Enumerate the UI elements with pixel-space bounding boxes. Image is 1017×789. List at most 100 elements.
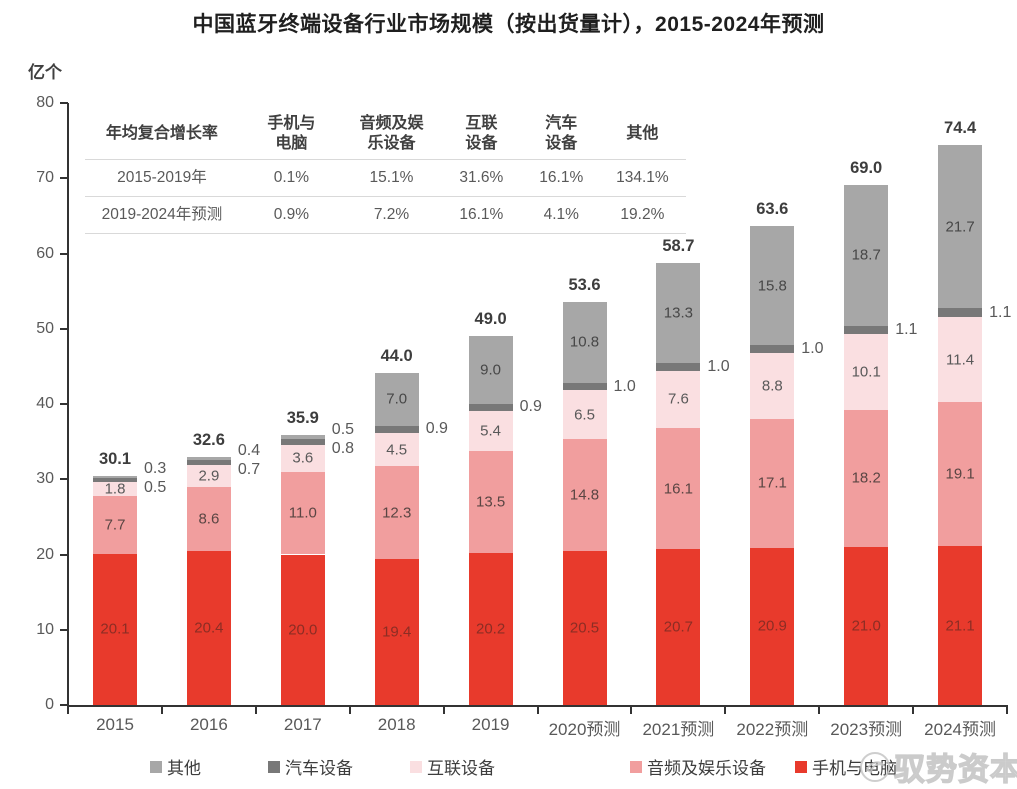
bar-segment <box>750 547 795 705</box>
bar-segment <box>562 390 607 440</box>
bar-segment-label: 16.1 <box>663 480 693 498</box>
cagr-cell: 2015-2019年 <box>117 169 207 187</box>
bar-segment-outside-label: 0.9 <box>519 398 542 416</box>
bar-segment <box>844 410 889 547</box>
bar-segment <box>280 434 325 439</box>
cagr-header-cell: 手机与 电脑 <box>267 114 316 152</box>
cagr-header-cell: 互联 设备 <box>465 114 498 152</box>
bar-segment-outside-label: 0.4 <box>237 441 261 459</box>
bar-segment <box>186 459 231 465</box>
bar-segment-label: 7.7 <box>104 516 126 534</box>
y-axis-tick <box>60 177 68 180</box>
bar-segment-label: 20.0 <box>288 621 318 639</box>
cagr-cell: 4.1% <box>543 206 579 224</box>
bar-segment-label: 1.8 <box>104 480 126 498</box>
bar-segment-label: 19.4 <box>382 623 412 641</box>
bar-total-label: 49.0 <box>474 310 507 329</box>
bar-segment-label: 9.0 <box>480 361 502 379</box>
bar-segment-label: 17.1 <box>757 474 787 492</box>
bar-segment <box>562 301 607 383</box>
bar-segment-label: 10.8 <box>569 333 600 351</box>
bar-segment-label: 5.4 <box>480 422 502 440</box>
bar-segment <box>468 552 513 705</box>
x-axis-tick <box>348 705 351 714</box>
legend-item: 其他 <box>150 754 201 779</box>
bar-segment <box>468 336 513 404</box>
bar-segment <box>562 382 607 391</box>
y-axis-line <box>67 103 69 707</box>
x-axis-tick <box>818 705 821 714</box>
bar-segment-label: 18.7 <box>851 246 881 264</box>
y-axis-tick <box>60 628 68 631</box>
bar-segment <box>280 554 325 705</box>
bar-segment-outside-label: 1.0 <box>801 340 824 358</box>
bar-segment-label: 20.1 <box>100 620 130 638</box>
bar-segment-label: 6.5 <box>574 406 595 424</box>
x-axis-category-label: 2019 <box>471 715 510 734</box>
bar-segment <box>374 425 419 433</box>
bar-segment <box>374 373 419 426</box>
y-axis-tick <box>60 252 68 255</box>
legend-item: 汽车设备 <box>268 754 353 779</box>
cagr-table-header-row: 年均复合增长率 手机与 电脑 音频及娱 乐设备 互联 设备 汽车 设备 其他 <box>85 108 686 160</box>
bar-segment <box>280 471 325 555</box>
bar-total-label: 44.0 <box>380 347 413 366</box>
bar-segment-label: 20.2 <box>475 620 506 638</box>
bar-segment-outside-label: 1.0 <box>707 358 730 376</box>
cagr-cell: 15.1% <box>369 169 414 187</box>
cagr-table: 年均复合增长率 手机与 电脑 音频及娱 乐设备 互联 设备 汽车 设备 其他 2015-20… <box>85 108 686 234</box>
bar-segment <box>93 495 137 554</box>
bar-segment <box>186 456 231 460</box>
legend-swatch-icon <box>268 760 280 773</box>
legend-item-label: 其他 <box>167 759 201 778</box>
bar-segment <box>844 546 889 705</box>
cagr-header-cell: 其他 <box>626 124 659 142</box>
cagr-cell: 0.9% <box>273 206 310 224</box>
bar-segment <box>280 438 325 445</box>
bar-segment <box>844 334 889 411</box>
x-axis-category-label: 2024预测 <box>924 720 997 739</box>
y-axis-tick-label: 20 <box>36 545 54 563</box>
bar-segment-label: 21.7 <box>945 218 975 236</box>
bar-segment-outside-label: 0.7 <box>237 460 261 478</box>
bar-segment <box>844 325 889 334</box>
x-axis-tick <box>442 705 445 714</box>
bar-total-label: 30.1 <box>98 450 132 469</box>
bar-total-label: 35.9 <box>286 408 319 427</box>
bar-total-label: 32.6 <box>192 430 225 449</box>
y-axis-tick-label: 70 <box>36 169 54 187</box>
watermark: 驭势资本 <box>858 744 1017 789</box>
bar-segment <box>656 263 701 364</box>
x-axis-category-label: 2017 <box>283 715 322 734</box>
y-axis-tick <box>60 403 68 405</box>
bar-segment-label: 20.7 <box>663 618 693 636</box>
x-axis-category-label: 2023预测 <box>830 720 903 739</box>
bar-segment <box>938 316 983 403</box>
bar-segment <box>468 451 513 553</box>
legend-swatch-icon <box>795 760 807 773</box>
bar-segment-label: 7.6 <box>667 390 689 408</box>
bar-segment <box>938 402 983 547</box>
bar-segment-label: 19.1 <box>945 465 975 483</box>
bar-segment-outside-label: 0.8 <box>331 439 355 457</box>
bar-segment-label: 21.0 <box>851 617 881 635</box>
bar-segment <box>280 444 325 472</box>
bar-segment-outside-label: 1.1 <box>895 320 918 338</box>
bar-segment-label: 20.9 <box>757 617 787 635</box>
y-axis-tick-label: 30 <box>36 470 54 488</box>
cagr-cell: 0.1% <box>273 169 310 187</box>
cagr-cell: 19.2% <box>620 206 665 224</box>
cagr-cell: 31.6% <box>459 169 504 187</box>
bar-total-label: 63.6 <box>756 200 789 219</box>
bar-total-label: 74.4 <box>944 119 977 138</box>
x-axis-tick <box>1006 705 1008 714</box>
bar-segment-label: 7.0 <box>386 390 408 408</box>
bar-segment <box>93 476 137 479</box>
bar-segment-label: 3.6 <box>292 449 314 467</box>
bar-segment-label: 12.3 <box>382 504 412 522</box>
bar-segment-label: 4.5 <box>386 441 408 459</box>
y-axis-tick <box>60 102 68 104</box>
y-axis-tick-label: 0 <box>45 696 54 713</box>
cagr-header-cell: 汽车 设备 <box>545 114 578 152</box>
cagr-cell: 16.1% <box>539 169 584 187</box>
